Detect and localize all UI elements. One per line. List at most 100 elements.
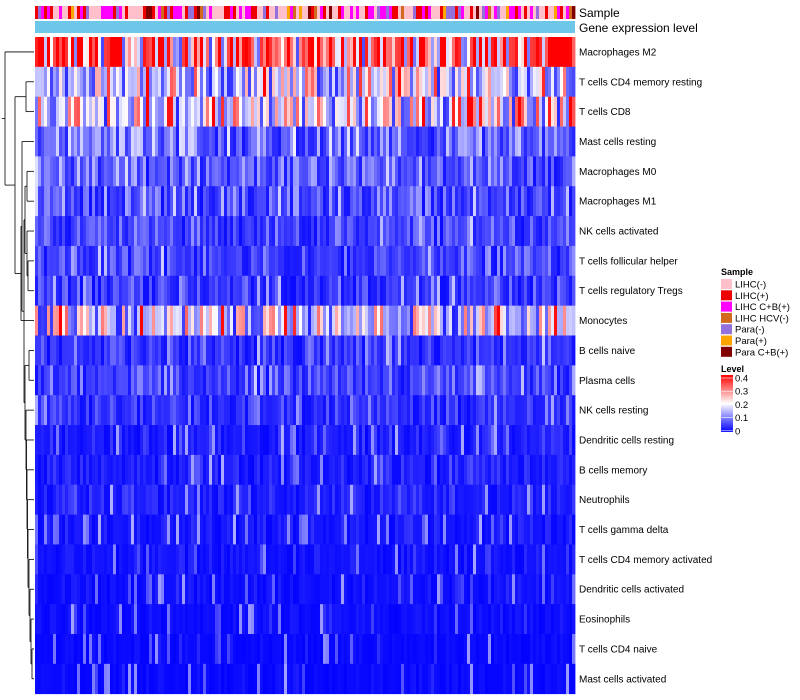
heatmap-cell [455, 37, 459, 68]
heatmap-cell [71, 514, 75, 545]
heatmap-cell [278, 574, 282, 605]
sample-cell [164, 6, 168, 19]
heatmap-cell [251, 663, 255, 695]
heatmap-cell [452, 335, 456, 366]
heatmap-cell [41, 66, 45, 98]
heatmap-cell [113, 425, 117, 456]
heatmap-cell [443, 216, 447, 247]
heatmap-cell [473, 544, 477, 575]
heatmap-cell [275, 335, 279, 366]
heatmap-cell [293, 186, 297, 217]
heatmap-cell [89, 156, 93, 187]
heatmap-cell [251, 544, 255, 575]
heatmap-cell [224, 37, 228, 68]
heatmap-cell [551, 395, 555, 426]
heatmap-cell [362, 156, 366, 187]
heatmap-cell [92, 186, 96, 217]
heatmap-cell [530, 365, 534, 396]
heatmap-cell [371, 634, 375, 665]
heatmap-cell [104, 454, 108, 486]
heatmap-cell [272, 484, 276, 515]
heatmap-cell [200, 37, 204, 68]
heatmap-cell [89, 634, 93, 665]
heatmap-cell [119, 544, 123, 575]
heatmap-cell [533, 574, 537, 605]
sample-cell [272, 6, 276, 19]
heatmap-cell [431, 484, 435, 515]
heatmap-cell [497, 96, 501, 127]
heatmap-cell [224, 425, 228, 456]
heatmap-cell [170, 156, 174, 187]
heatmap-cell [527, 275, 531, 307]
heatmap-cell [167, 395, 171, 426]
heatmap-cell [218, 96, 222, 127]
heatmap-cell [410, 186, 414, 217]
sample-cell [38, 6, 42, 19]
heatmap-cell [329, 365, 333, 396]
heatmap-cell [524, 425, 528, 456]
heatmap-cell [386, 604, 390, 635]
sample-cell [65, 6, 69, 19]
heatmap-cell [161, 484, 165, 515]
heatmap-cell [236, 245, 240, 277]
heatmap-cell [569, 156, 573, 187]
heatmap-cell [152, 454, 156, 486]
heatmap-cell [350, 37, 354, 68]
heatmap-cell [476, 663, 480, 695]
heatmap-cell [38, 395, 42, 426]
heatmap-cell [275, 454, 279, 486]
heatmap-cell [104, 395, 108, 426]
heatmap-row [35, 96, 576, 127]
heatmap-cell [449, 634, 453, 665]
heatmap-cell [434, 156, 438, 187]
heatmap-cell [428, 66, 432, 98]
heatmap-cell [545, 275, 549, 307]
heatmap-cell [476, 335, 480, 366]
heatmap-cell [272, 574, 276, 605]
heatmap-cell [572, 216, 576, 247]
heatmap-cell [188, 365, 192, 396]
heatmap-cell [386, 216, 390, 247]
heatmap-cell [299, 365, 303, 396]
heatmap-cell [146, 395, 150, 426]
heatmap-cell [554, 574, 558, 605]
heatmap-cell [494, 395, 498, 426]
sample-cell [173, 6, 177, 19]
heatmap-cell [281, 425, 285, 456]
heatmap-cell [524, 96, 528, 127]
heatmap-cell [572, 365, 576, 396]
heatmap-cell [374, 395, 378, 426]
heatmap-cell [134, 275, 138, 307]
heatmap-cell [200, 365, 204, 396]
heatmap-cell [560, 156, 564, 187]
heatmap-cell [332, 425, 336, 456]
heatmap-cell [101, 305, 105, 336]
heatmap-cell [44, 156, 48, 187]
heatmap-cell [515, 96, 519, 127]
heatmap-cell [530, 275, 534, 307]
heatmap-cell [89, 365, 93, 396]
heatmap-cell [491, 395, 495, 426]
heatmap-cell [338, 454, 342, 486]
heatmap-cell [242, 395, 246, 426]
heatmap-cell [404, 335, 408, 366]
heatmap-cell [224, 604, 228, 635]
heatmap-cell [353, 484, 357, 515]
heatmap-cell [437, 96, 441, 127]
heatmap-cell [188, 425, 192, 456]
heatmap-cell [293, 245, 297, 277]
heatmap-cell [143, 634, 147, 665]
heatmap-cell [551, 604, 555, 635]
heatmap-cell [542, 156, 546, 187]
heatmap-cell [374, 156, 378, 187]
heatmap-cell [560, 66, 564, 98]
heatmap-cell [266, 186, 270, 217]
heatmap-cell [386, 96, 390, 127]
heatmap-cell [188, 186, 192, 217]
heatmap-cell [68, 305, 72, 336]
heatmap-cell [536, 395, 540, 426]
heatmap-cell [344, 454, 348, 486]
heatmap-cell [71, 305, 75, 336]
heatmap-cell [542, 663, 546, 695]
heatmap-cell [476, 66, 480, 98]
